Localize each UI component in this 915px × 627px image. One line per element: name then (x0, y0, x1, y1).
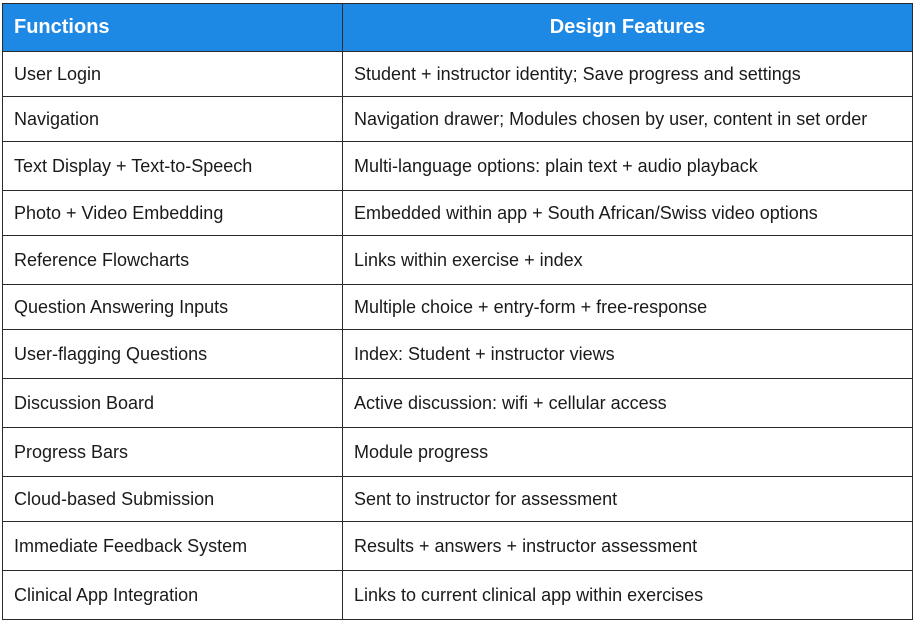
feature-cell: Links to current clinical app within exe… (342, 570, 913, 620)
feature-cell: Index: Student + instructor views (342, 329, 913, 379)
function-cell: Text Display + Text-to-Speech (2, 141, 343, 191)
feature-cell: Active discussion: wifi + cellular acces… (342, 378, 913, 428)
function-cell: User-flagging Questions (2, 329, 343, 379)
function-cell: Progress Bars (2, 427, 343, 477)
table-row: User Login Student + instructor identity… (2, 51, 913, 97)
feature-cell: Results + answers + instructor assessmen… (342, 521, 913, 571)
table-row: Immediate Feedback System Results + answ… (2, 521, 913, 571)
table-row: Text Display + Text-to-Speech Multi-lang… (2, 141, 913, 191)
table-row: Progress Bars Module progress (2, 427, 913, 477)
feature-cell: Sent to instructor for assessment (342, 476, 913, 522)
function-cell: Question Answering Inputs (2, 284, 343, 330)
function-cell: Clinical App Integration (2, 570, 343, 620)
function-cell: Discussion Board (2, 378, 343, 428)
feature-cell: Student + instructor identity; Save prog… (342, 51, 913, 97)
feature-cell: Multi-language options: plain text + aud… (342, 141, 913, 191)
table-row: Navigation Navigation drawer; Modules ch… (2, 96, 913, 142)
feature-cell: Embedded within app + South African/Swis… (342, 190, 913, 236)
column-header-functions: Functions (2, 3, 343, 52)
table-row: Discussion Board Active discussion: wifi… (2, 378, 913, 428)
feature-cell: Navigation drawer; Modules chosen by use… (342, 96, 913, 142)
feature-cell: Module progress (342, 427, 913, 477)
column-header-design-features: Design Features (342, 3, 913, 52)
function-cell: Cloud-based Submission (2, 476, 343, 522)
function-cell: Photo + Video Embedding (2, 190, 343, 236)
function-cell: Navigation (2, 96, 343, 142)
function-cell: User Login (2, 51, 343, 97)
table-row: Question Answering Inputs Multiple choic… (2, 284, 913, 330)
table-row: Photo + Video Embedding Embedded within … (2, 190, 913, 236)
functions-design-table: Functions Design Features User Login Stu… (2, 3, 913, 620)
table-row: Reference Flowcharts Links within exerci… (2, 235, 913, 285)
feature-cell: Multiple choice + entry-form + free-resp… (342, 284, 913, 330)
functions-table-container: Functions Design Features User Login Stu… (2, 3, 913, 620)
function-cell: Reference Flowcharts (2, 235, 343, 285)
feature-cell: Links within exercise + index (342, 235, 913, 285)
table-row: Clinical App Integration Links to curren… (2, 570, 913, 620)
function-cell: Immediate Feedback System (2, 521, 343, 571)
table-row: Cloud-based Submission Sent to instructo… (2, 476, 913, 522)
table-header-row: Functions Design Features (2, 3, 913, 52)
table-row: User-flagging Questions Index: Student +… (2, 329, 913, 379)
